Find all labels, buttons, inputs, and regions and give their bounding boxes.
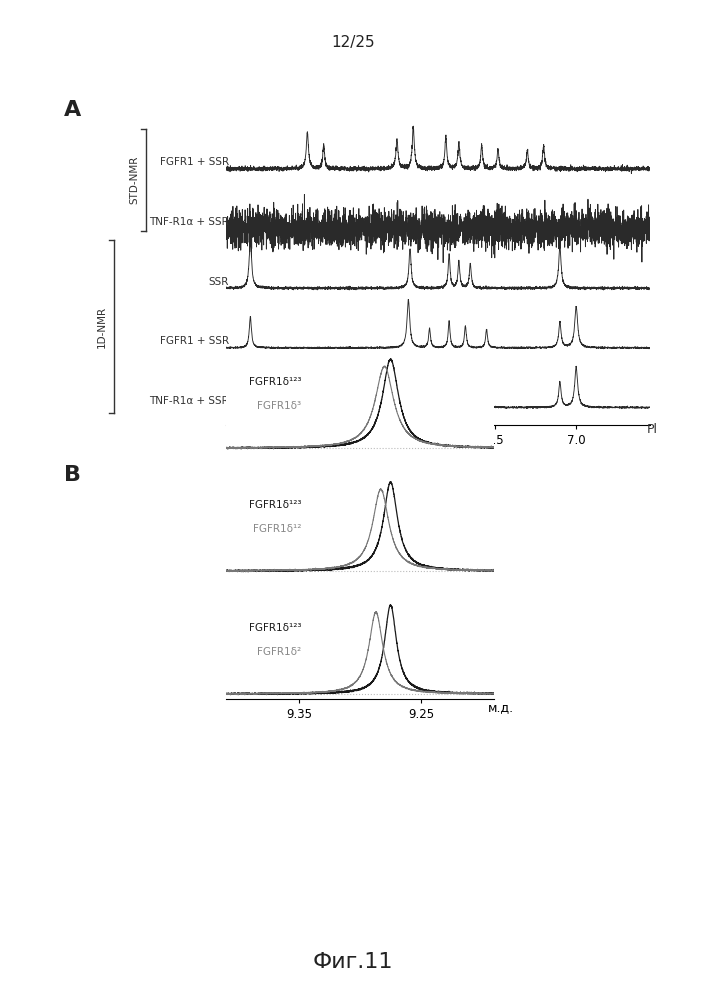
Text: Pl: Pl: [646, 424, 657, 437]
Text: A: A: [64, 100, 80, 120]
Text: Фиг.11: Фиг.11: [313, 952, 393, 972]
Text: B: B: [64, 465, 80, 485]
Text: FGFR1δ¹²³: FGFR1δ¹²³: [249, 623, 301, 633]
Text: 12/25: 12/25: [331, 35, 375, 50]
Text: STD-NMR: STD-NMR: [129, 156, 139, 205]
Text: FGFR1δ¹²³: FGFR1δ¹²³: [249, 378, 301, 388]
Text: TNF-R1α + SSR: TNF-R1α + SSR: [150, 396, 229, 407]
Text: TNF-R1α + SSR: TNF-R1α + SSR: [150, 217, 229, 227]
Text: FGFR1 + SSR: FGFR1 + SSR: [160, 337, 229, 347]
Text: SSR: SSR: [209, 277, 229, 287]
Text: FGFR1δ³: FGFR1δ³: [257, 402, 301, 412]
Text: FGFR1 + SSR: FGFR1 + SSR: [160, 158, 229, 168]
Text: FGFR1δ¹²: FGFR1δ¹²: [253, 524, 301, 534]
Text: 1D-NMR: 1D-NMR: [97, 306, 107, 348]
Text: FGFR1δ²: FGFR1δ²: [257, 647, 301, 657]
Text: FGFR1δ¹²³: FGFR1δ¹²³: [249, 500, 301, 510]
Text: м.д.: м.д.: [488, 700, 514, 713]
